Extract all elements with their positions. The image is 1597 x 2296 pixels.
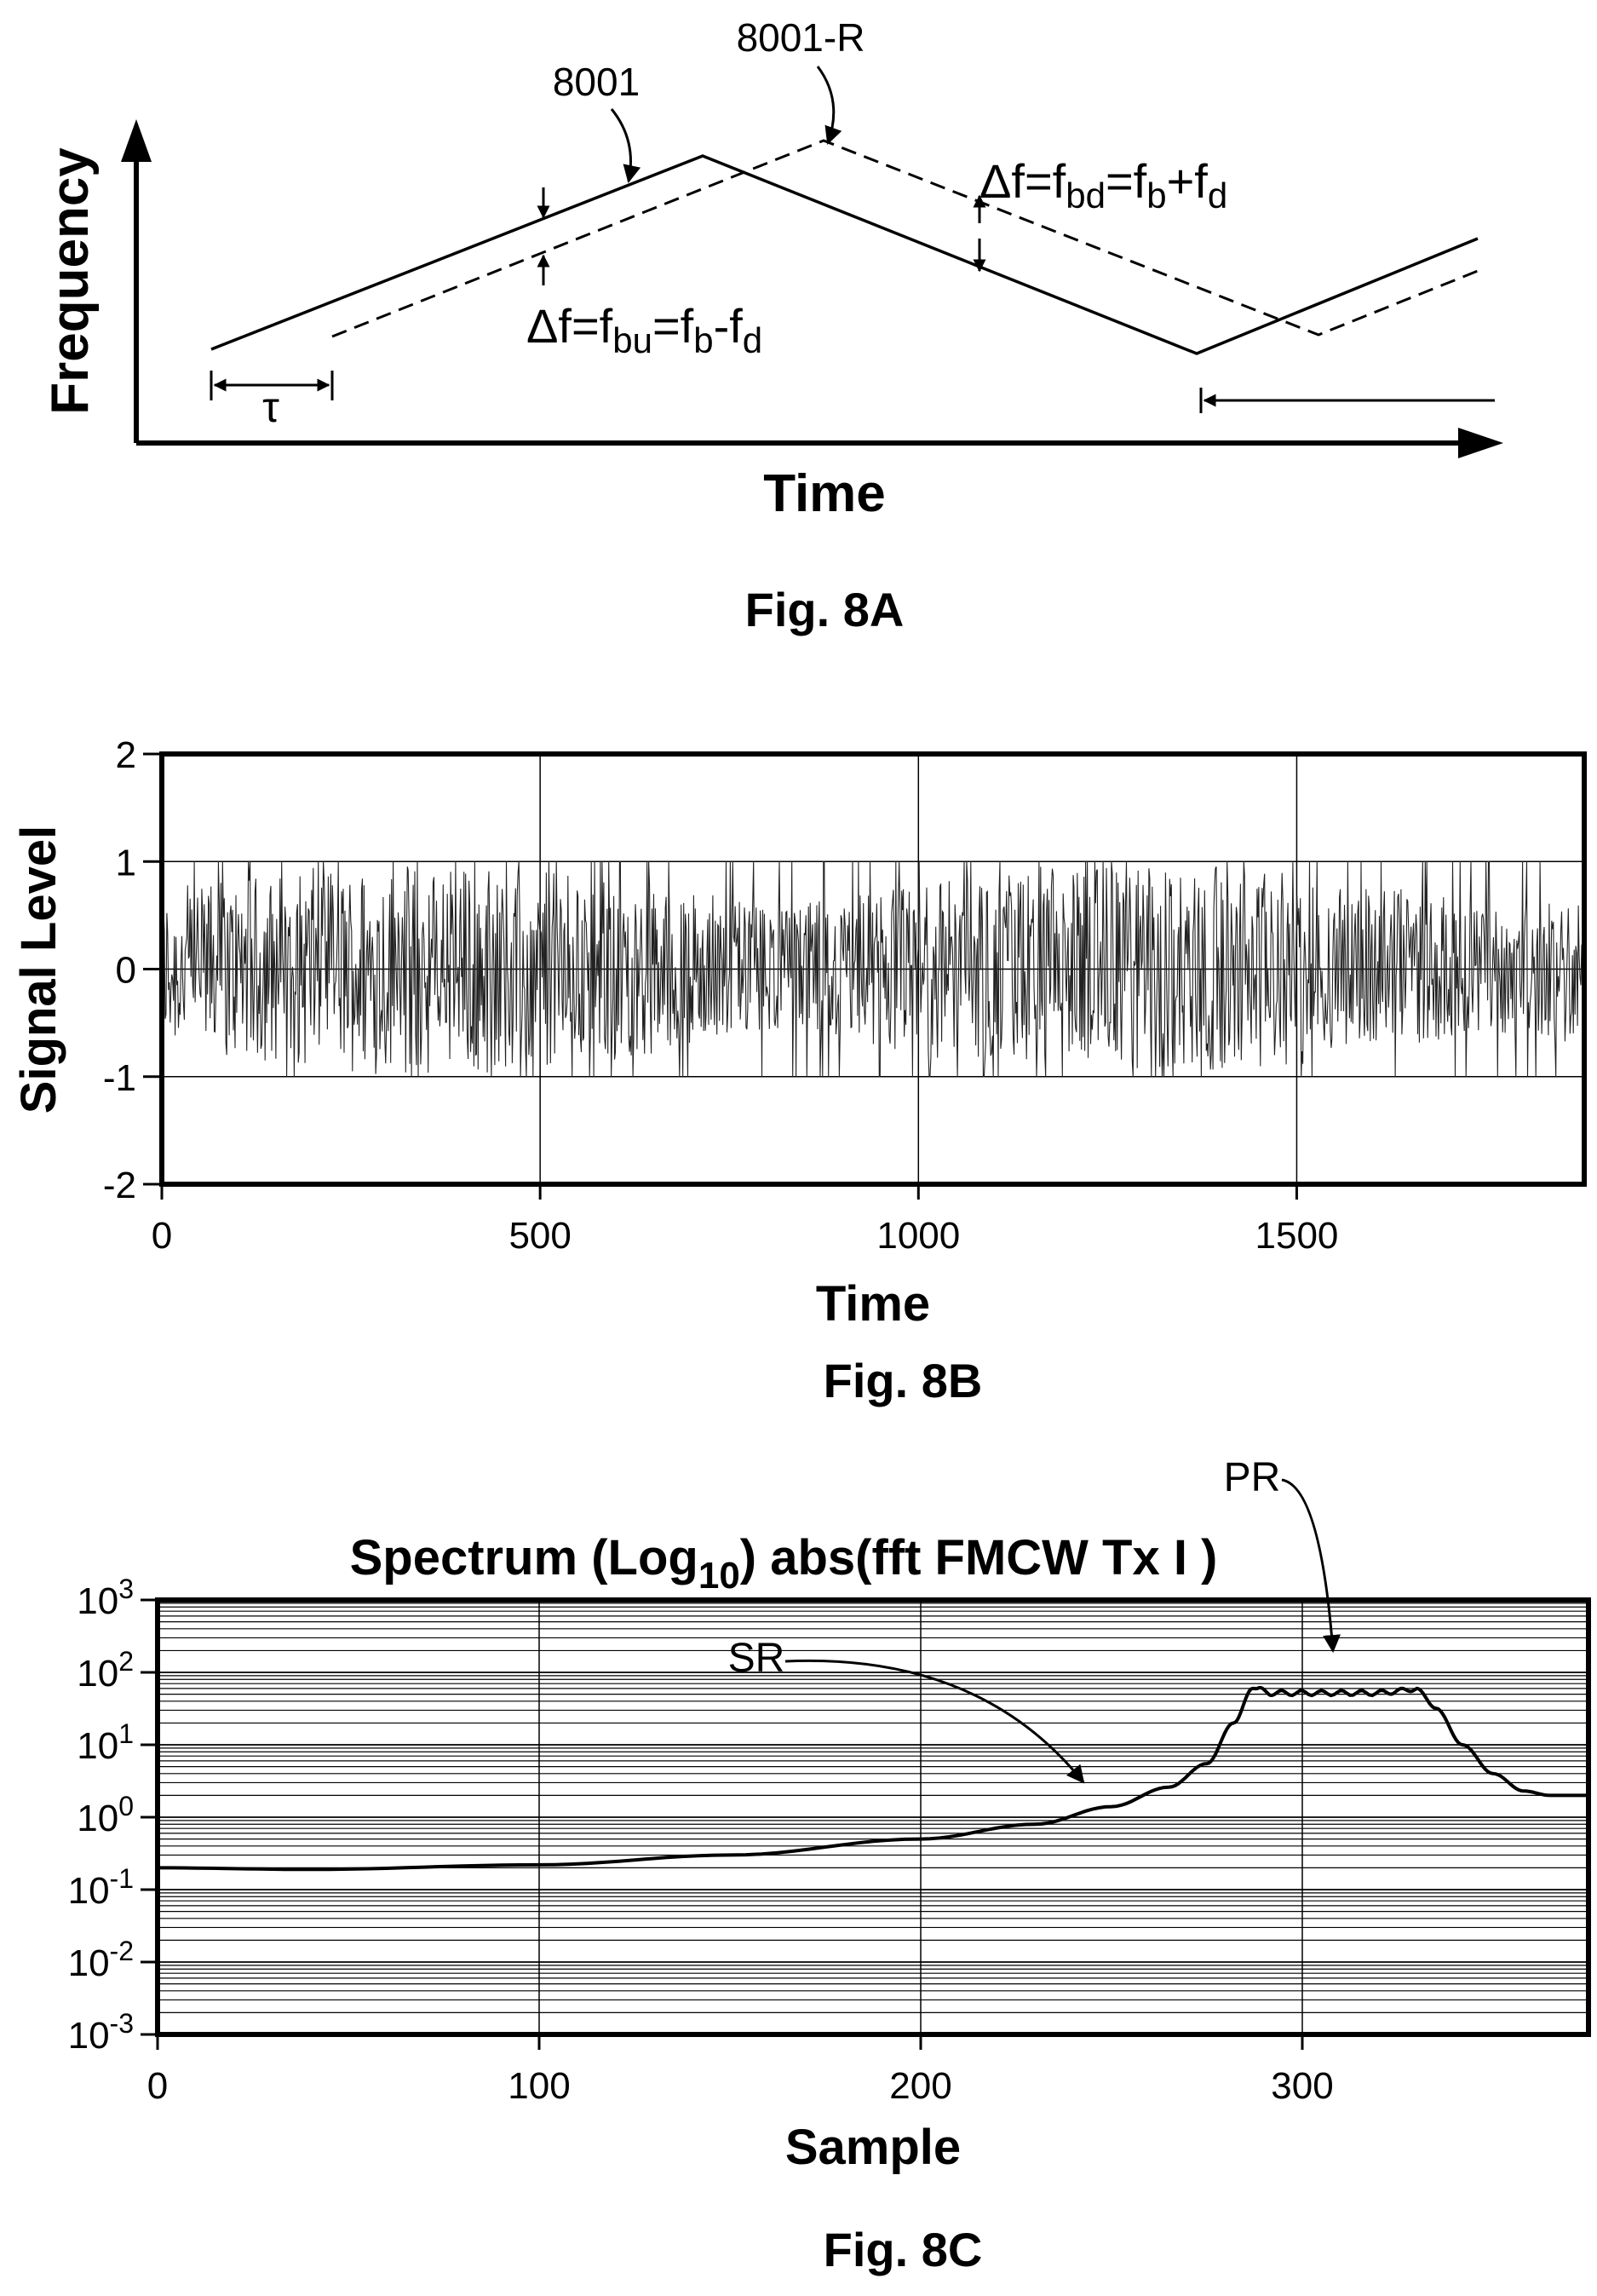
y-axis-arrowhead <box>121 119 152 162</box>
fig8b-ylabel: Signal Level <box>11 826 66 1113</box>
y-tick-label: 100 <box>77 1791 134 1839</box>
eq-beat-up: Δf=fbu=fb-fd <box>526 299 762 360</box>
fig8b-yticks: 2 1 0 -1 -2 <box>103 734 162 1206</box>
ref-8001: 8001 <box>553 60 640 104</box>
fig8c-xticks: 0 100 200 300 <box>147 2034 1334 2107</box>
fig8a-xlabel: Time <box>763 464 886 523</box>
fig8b-xlabel: Time <box>816 1276 930 1332</box>
sr-leader <box>784 1659 1085 1784</box>
sr-label: SR <box>728 1636 785 1681</box>
ref-8001-R: 8001-R <box>737 15 865 60</box>
fig-8c: Spectrum (Log10) abs(fft FMCW Tx I ) 103… <box>68 1455 1591 2276</box>
fig8b-xticks: 0 500 1000 1500 <box>152 1184 1339 1257</box>
x-tick-label: 1500 <box>1255 1215 1339 1257</box>
x-tick-label: 100 <box>508 2065 570 2107</box>
received-chirp <box>331 139 1479 338</box>
fig8b-caption: Fig. 8B <box>824 1354 983 1407</box>
fig8c-yticks: 103 102 101 100 10-1 10-2 10-3 <box>68 1574 158 2057</box>
eq-beat-down: Δf=fbd=fb+fd <box>979 154 1227 216</box>
y-tick-label: 2 <box>116 734 136 776</box>
x-tick-label: 200 <box>889 2065 951 2107</box>
pr-leader <box>1281 1478 1341 1654</box>
y-tick-label: 10-2 <box>68 1936 134 1984</box>
fig-8a: Frequency Time 8001 8001-R Δf=fbu=fb-fd … <box>41 15 1503 636</box>
fig8a-ylabel: Frequency <box>41 147 100 415</box>
y-tick-label: 101 <box>77 1718 134 1767</box>
x-tick-label: 0 <box>147 2065 168 2107</box>
y-tick-label: 1 <box>116 842 136 883</box>
y-tick-label: 10-3 <box>68 2008 134 2057</box>
transmitted-chirp <box>210 154 1479 355</box>
fig8c-caption: Fig. 8C <box>824 2223 983 2276</box>
x-tick-label: 0 <box>152 1215 172 1257</box>
ref-8001-leader <box>610 108 641 184</box>
fig8a-caption: Fig. 8A <box>745 583 905 636</box>
y-tick-label: 0 <box>116 950 136 992</box>
y-tick-label: 10-1 <box>68 1863 134 1912</box>
fig8b-signal-trace <box>161 860 1585 1078</box>
signal-waveform <box>161 860 1585 1078</box>
y-tick-label: 103 <box>77 1574 134 1622</box>
ref-8001-R-leader <box>816 66 842 145</box>
x-tick-label: 1000 <box>876 1215 960 1257</box>
tau-label: τ <box>262 383 279 431</box>
x-tick-label: 300 <box>1271 2065 1333 2107</box>
spectrum-line <box>158 1685 1588 1872</box>
y-tick-label: 102 <box>77 1646 134 1695</box>
fig8c-xlabel: Sample <box>785 2120 961 2175</box>
y-tick-label: -2 <box>103 1165 136 1206</box>
x-axis-arrowhead <box>1458 428 1503 458</box>
y-tick-label: -1 <box>103 1057 136 1099</box>
fig8c-spectrum <box>158 1685 1588 1872</box>
x-tick-label: 500 <box>508 1215 571 1257</box>
fig8c-title: Spectrum (Log10) abs(fft FMCW Tx I ) <box>350 1530 1218 1597</box>
fig-8b: 2 1 0 -1 -2 0 500 1000 1500 Signal Level Time F… <box>11 734 1587 1407</box>
pr-label: PR <box>1224 1455 1281 1500</box>
